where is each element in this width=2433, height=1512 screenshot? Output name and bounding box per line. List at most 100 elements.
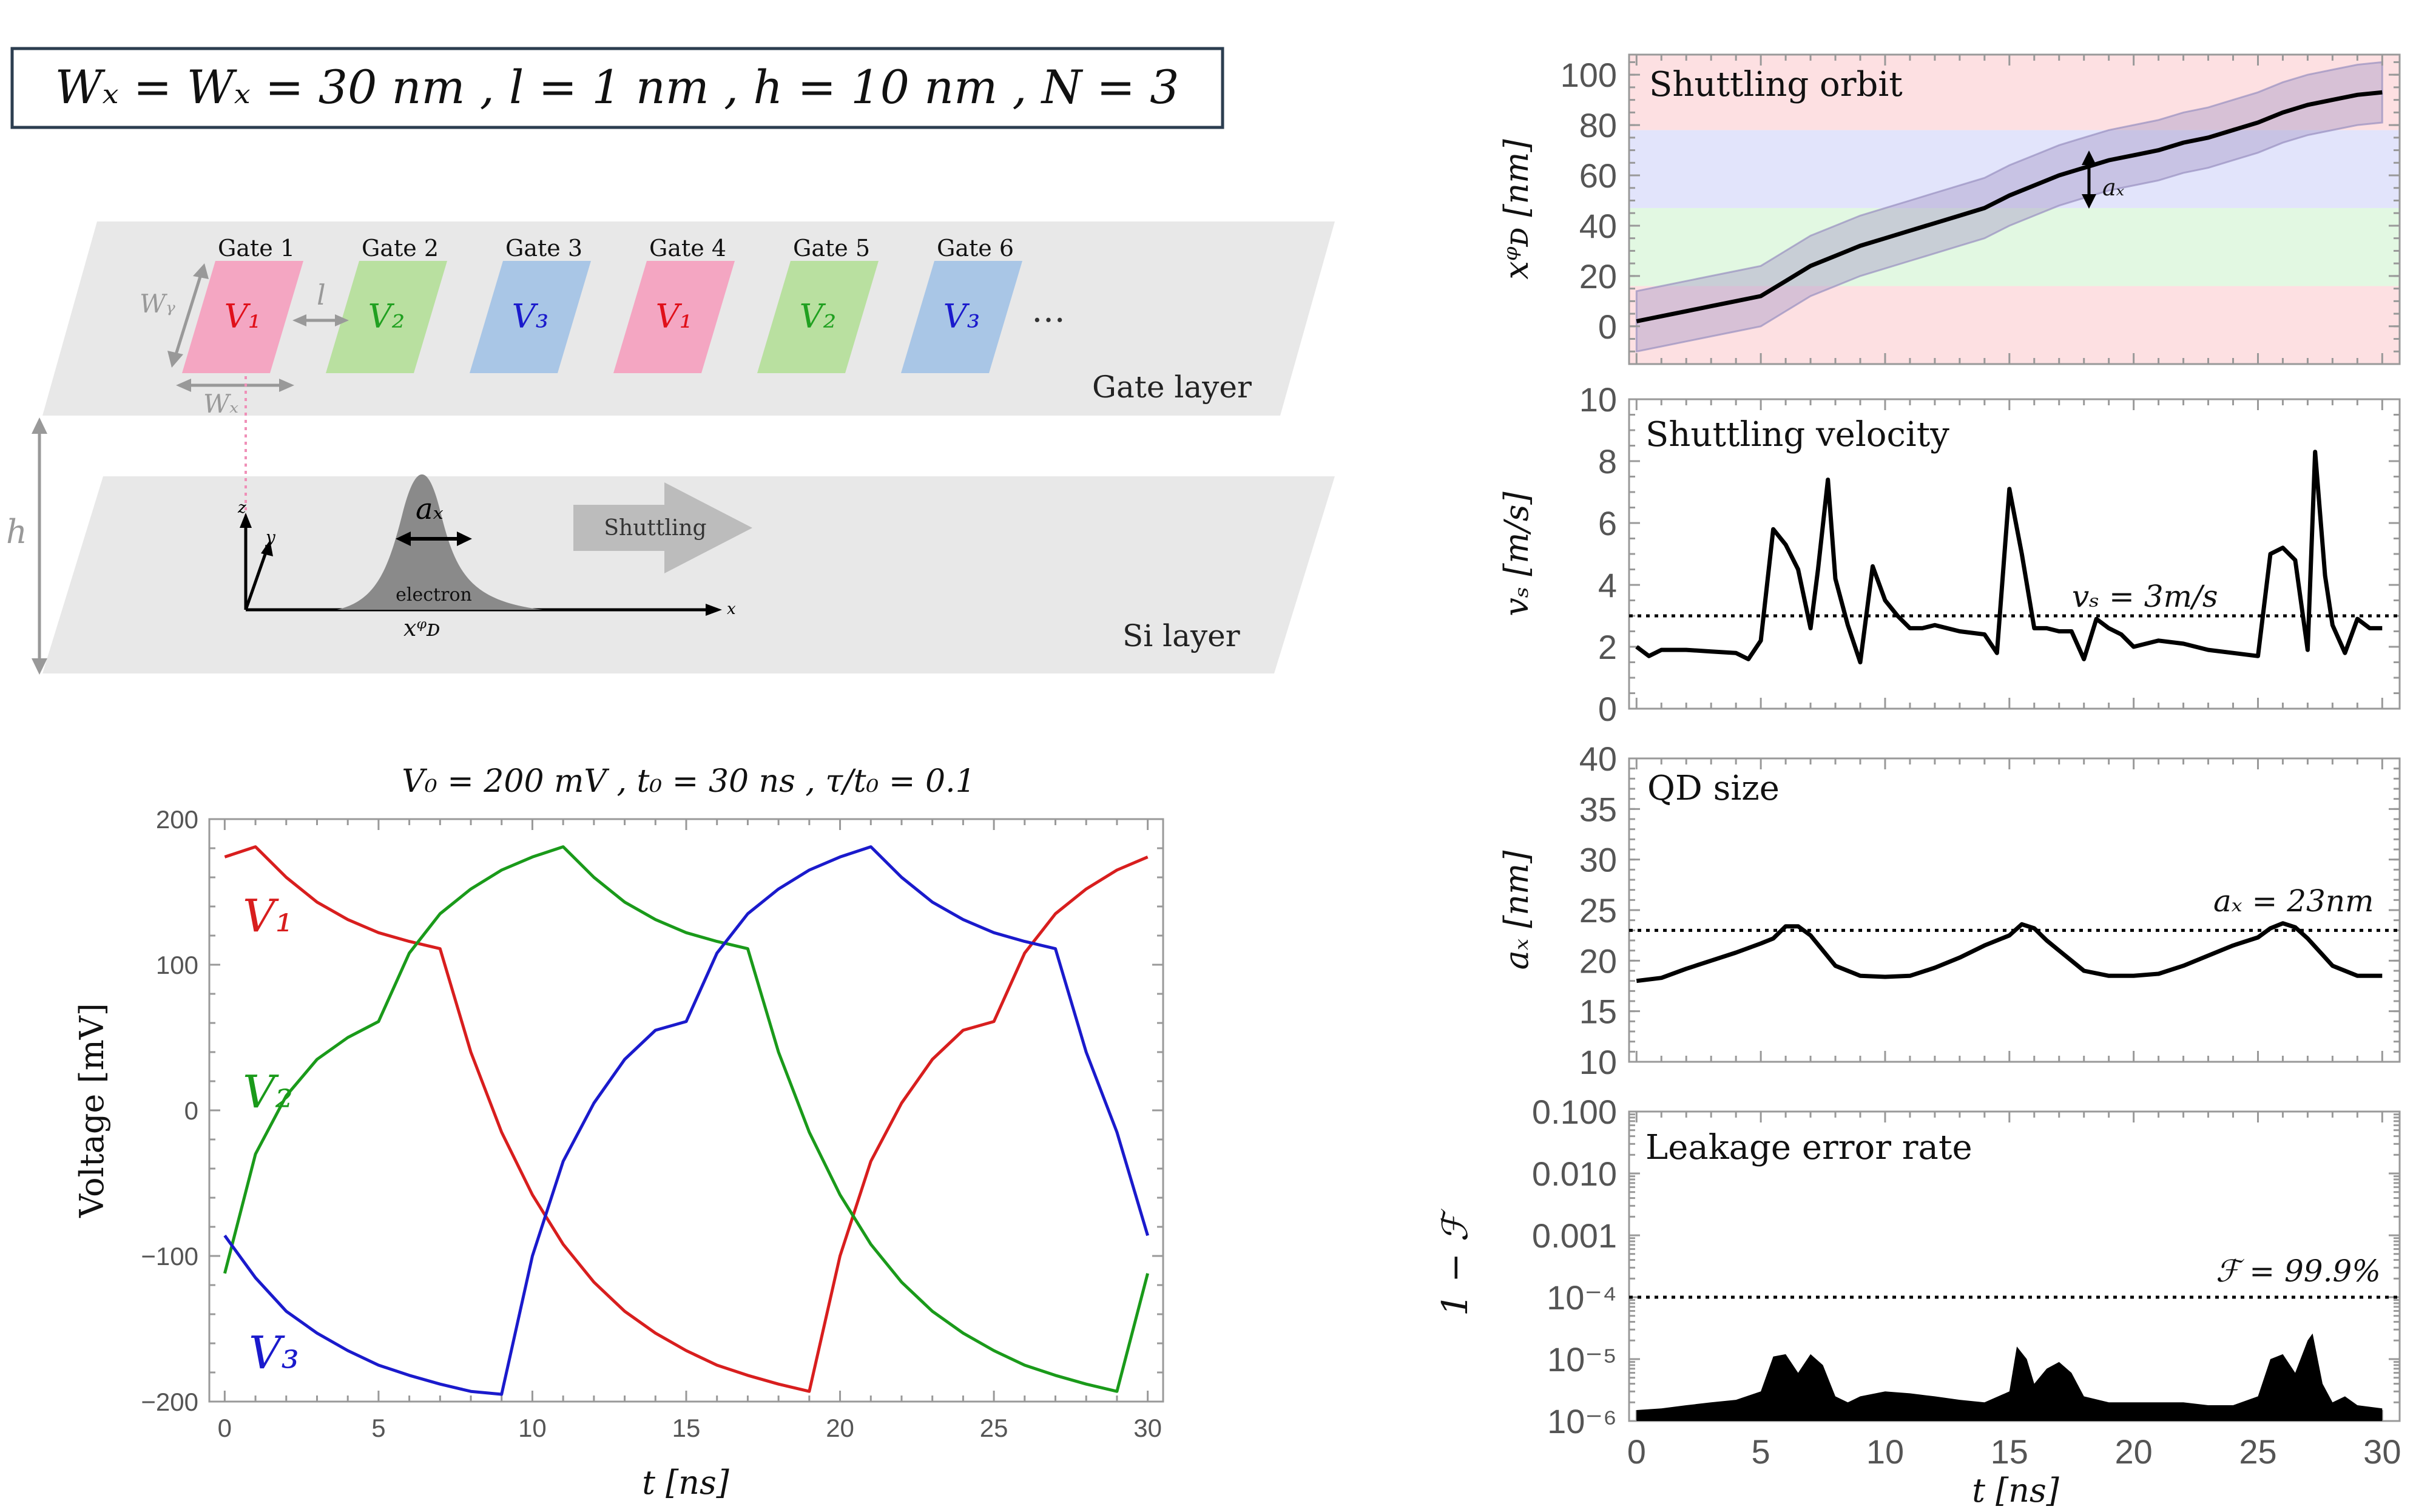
voltage-xlabel: t [ns] bbox=[642, 1463, 729, 1502]
gate-4: Gate 4 V₁ bbox=[613, 235, 735, 373]
voltage-xtick-label: 20 bbox=[826, 1414, 854, 1442]
orbit-ytick-label: 100 bbox=[1561, 56, 1617, 94]
qd-ylabel: aₓ [nm] bbox=[1497, 850, 1536, 970]
electron-wavefunction bbox=[337, 474, 543, 610]
qd-ytick-label: 35 bbox=[1579, 790, 1617, 828]
gate-6-electrode bbox=[901, 261, 1022, 373]
orbit-ytick-label: 80 bbox=[1579, 106, 1617, 144]
leakage-ytick-label: 0.010 bbox=[1532, 1155, 1617, 1193]
voltage-ytick-label: 200 bbox=[156, 805, 198, 834]
gate-2-electrode bbox=[326, 261, 447, 373]
qd-ytick-label: 40 bbox=[1579, 740, 1617, 778]
qd-ytick-label: 25 bbox=[1579, 891, 1617, 930]
velocity-chart: 0 2 4 6 8 10 Shuttling velocity vₛ = 3m/s vₛ … bbox=[1497, 380, 2401, 728]
orbit-chart: aₓ 0 20 40 60 80 100 Shuttling orbit xᵠᴅ [nm] bbox=[1497, 53, 2401, 365]
h-arrowhead-bottom bbox=[32, 658, 47, 675]
l-arrowhead-left bbox=[292, 314, 306, 326]
l-arrowhead-right bbox=[335, 314, 349, 326]
gate-2-label: Gate 2 bbox=[362, 235, 439, 262]
orbit-band-1 bbox=[1629, 286, 2400, 364]
gate-3-label: Gate 3 bbox=[505, 235, 582, 262]
ax-arrowhead-right bbox=[457, 532, 472, 546]
leakage-xtick-label: 15 bbox=[1991, 1433, 2028, 1471]
si-layer-slab bbox=[42, 476, 1335, 673]
v1-annotation: V₁ bbox=[243, 890, 293, 942]
voltage-xtick-label: 10 bbox=[518, 1414, 547, 1442]
gate-1: Gate 1 V₁ bbox=[182, 235, 303, 373]
orbit-ax-arrowhead-top bbox=[2082, 150, 2096, 165]
leakage-ytick-label: 10⁻⁵ bbox=[1547, 1340, 1617, 1379]
leakage-xlabel: t [ns] bbox=[1972, 1471, 2059, 1510]
leakage-ytick-label: 0.001 bbox=[1532, 1217, 1617, 1255]
qd-ytick-label: 10 bbox=[1579, 1043, 1617, 1081]
leakage-xtick-label: 10 bbox=[1866, 1433, 1904, 1471]
voltage-series bbox=[223, 845, 1150, 1396]
orbit-ytick-label: 60 bbox=[1579, 157, 1617, 195]
si-layer-label: Si layer bbox=[1122, 618, 1240, 653]
leakage-xtick-label: 20 bbox=[2114, 1433, 2152, 1471]
velocity-ticks: 0 2 4 6 8 10 bbox=[1579, 380, 2400, 728]
gate-4-electrode bbox=[613, 261, 735, 373]
voltage-ytick-label: 100 bbox=[156, 951, 198, 979]
voltage-chart-title: V₀ = 200 mV , t₀ = 30 ns , τ/t₀ = 0.1 bbox=[402, 763, 975, 800]
gate-6: Gate 6 V₃ bbox=[901, 235, 1022, 373]
gate-6-label: Gate 6 bbox=[937, 235, 1014, 262]
h-label: h bbox=[6, 513, 27, 551]
gate-3-electrode bbox=[470, 261, 591, 373]
voltage-xtick-label: 30 bbox=[1133, 1414, 1162, 1442]
voltage-ylabel: Voltage [mV] bbox=[73, 1003, 111, 1218]
gate-5: Gate 5 V₂ bbox=[757, 235, 879, 373]
orbit-ytick-label: 20 bbox=[1579, 257, 1617, 295]
leakage-xtick-label: 25 bbox=[2239, 1433, 2276, 1471]
gate-2: Gate 2 V₂ bbox=[326, 235, 447, 373]
parameter-box: Wₓ = Wₓ = 30 nm , l = 1 nm , h = 10 nm ,… bbox=[10, 47, 1224, 129]
ax-label: aₓ bbox=[416, 492, 444, 526]
leakage-ref-label: ℱ = 99.9% bbox=[2216, 1254, 2381, 1289]
z-label: z bbox=[237, 499, 246, 517]
velocity-ytick-label: 10 bbox=[1579, 380, 1617, 419]
x-label: x bbox=[727, 600, 736, 618]
orbit-bands bbox=[1629, 55, 2400, 364]
velocity-ytick-label: 6 bbox=[1598, 504, 1617, 542]
shuttling-arrow bbox=[573, 482, 752, 573]
voltage-xtick-label: 0 bbox=[218, 1414, 232, 1442]
leakage-ytick-label: 10⁻⁶ bbox=[1547, 1402, 1617, 1440]
orbit-ytick-label: 0 bbox=[1598, 308, 1617, 346]
gate-3-voltage: V₃ bbox=[512, 297, 549, 336]
orbit-plot-frame bbox=[1628, 53, 2401, 365]
qd-size-chart: 10 15 20 25 30 35 40 QD size aₓ = 23nm aₓ [nm] bbox=[1497, 740, 2401, 1081]
leakage-ytick-label: 0.100 bbox=[1532, 1093, 1617, 1131]
orbit-ax-label: aₓ bbox=[2102, 174, 2125, 201]
y-arrowhead bbox=[261, 540, 273, 556]
leakage-xtick-label: 5 bbox=[1752, 1433, 1770, 1471]
voltage-plot-frame bbox=[208, 818, 1164, 1403]
gate-group: Gate 1 V₁ Gate 2 V₂ Gate 3 V₃ Gate 4 V₁ Gate 5 V₂… bbox=[182, 235, 1022, 373]
ax-arrowhead-left bbox=[396, 532, 411, 546]
voltage-ytick-label: −100 bbox=[141, 1242, 198, 1271]
velocity-ytick-label: 8 bbox=[1598, 442, 1617, 481]
voltage-series-1 bbox=[224, 845, 1149, 1393]
parameter-box-frame bbox=[10, 47, 1224, 129]
v3-annotation: V₃ bbox=[249, 1327, 299, 1379]
orbit-ylabel: xᵠᴅ [nm] bbox=[1497, 138, 1536, 279]
z-arrowhead bbox=[240, 513, 252, 528]
parameter-text: Wₓ = Wₓ = 30 nm , l = 1 nm , h = 10 nm ,… bbox=[55, 60, 1179, 114]
leakage-ylabel: 1 − ℱ bbox=[1434, 1209, 1476, 1316]
l-label: l bbox=[317, 278, 326, 311]
gate-1-voltage: V₁ bbox=[224, 297, 262, 336]
leakage-ticks: 0 5 10 15 20 25 30 0.100 0.010 0.001 10⁻⁴ 10⁻⁵ 10⁻⁶ bbox=[1532, 1093, 2401, 1471]
voltage-ytick-label: 0 bbox=[184, 1096, 198, 1125]
velocity-title: Shuttling velocity bbox=[1645, 415, 1949, 454]
shuttling-label: Shuttling bbox=[604, 516, 706, 541]
velocity-ylabel: vₛ [m/s] bbox=[1497, 491, 1536, 616]
qd-line bbox=[1636, 921, 2383, 984]
voltage-xtick-label: 25 bbox=[980, 1414, 1008, 1442]
electron-label: electron bbox=[396, 584, 472, 606]
velocity-ref-label: vₛ = 3m/s bbox=[2072, 579, 2218, 614]
leakage-chart: 0 5 10 15 20 25 300.1000.0100.00110⁻⁴10⁻⁵10⁻⁶ … bbox=[1434, 1093, 2401, 1510]
velocity-line bbox=[1635, 450, 2383, 664]
leakage-xtick-label: 0 bbox=[1627, 1433, 1646, 1471]
qd-ytick-label: 30 bbox=[1579, 841, 1617, 879]
